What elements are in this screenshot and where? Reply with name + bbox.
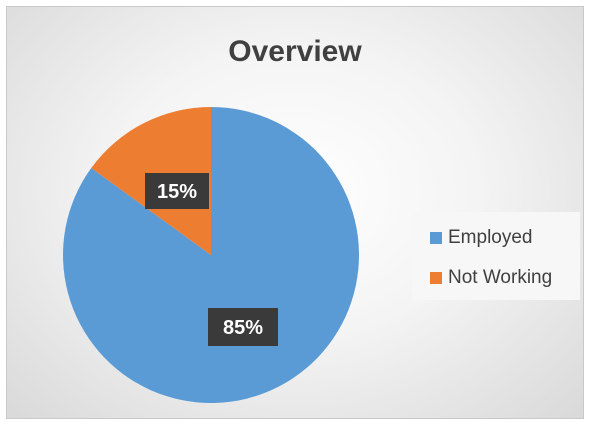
data-label-box-not-working	[145, 173, 209, 209]
data-label-box-employed	[208, 308, 278, 346]
pie-plot: 85% 15%	[62, 107, 359, 403]
chart-title: Overview	[228, 35, 362, 68]
data-label-employed: 85%	[208, 308, 278, 346]
chart-area: Overview 85% 15% Employed Not Working	[6, 6, 584, 419]
legend-item-employed: Employed	[430, 226, 533, 250]
legend-swatch-employed	[430, 232, 442, 244]
legend-label-not-working: Not Working	[448, 267, 553, 288]
data-label-text-not-working: 15%	[157, 181, 197, 203]
legend-item-not-working: Not Working	[430, 266, 552, 290]
data-label-text-employed: 85%	[223, 317, 263, 339]
data-label-not-working: 15%	[145, 173, 209, 209]
legend-swatch-not-working	[430, 272, 442, 284]
chart-legend: Employed Not Working	[412, 212, 580, 300]
legend-label-employed: Employed	[448, 227, 533, 248]
